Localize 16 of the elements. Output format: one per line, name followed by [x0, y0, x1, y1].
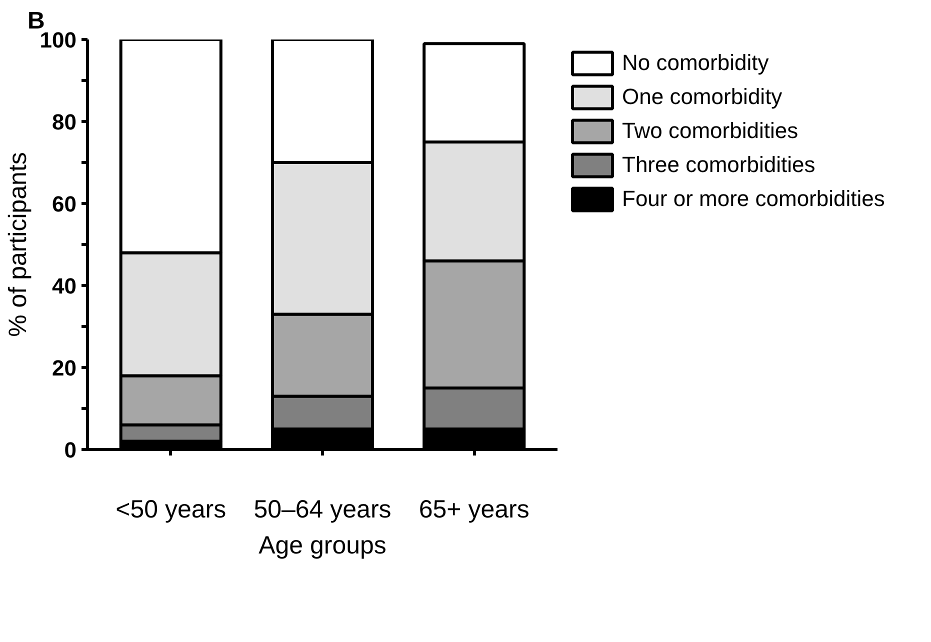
- legend-label: One comorbidity: [622, 84, 784, 110]
- y-tick-label: 0: [64, 438, 77, 462]
- legend-label: Four or more comorbidities: [622, 186, 885, 212]
- x-tick-label: 65+ years: [418, 496, 530, 524]
- y-tick-label: 60: [52, 192, 77, 216]
- x-axis-title: Age groups: [258, 532, 386, 560]
- legend-label: Three comorbidities: [622, 152, 816, 178]
- legend-label: Two comorbidities: [622, 118, 800, 144]
- y-axis-title: % of participants: [4, 152, 32, 337]
- y-tick-label: 100: [40, 28, 77, 52]
- x-tick-label: 50–64 years: [254, 496, 392, 524]
- legend-label: No comorbidity: [622, 50, 770, 76]
- y-tick-label: 40: [52, 274, 77, 298]
- y-tick-label: 80: [52, 110, 77, 134]
- y-tick-label: 20: [52, 356, 77, 380]
- x-tick-label: <50 years: [116, 496, 226, 524]
